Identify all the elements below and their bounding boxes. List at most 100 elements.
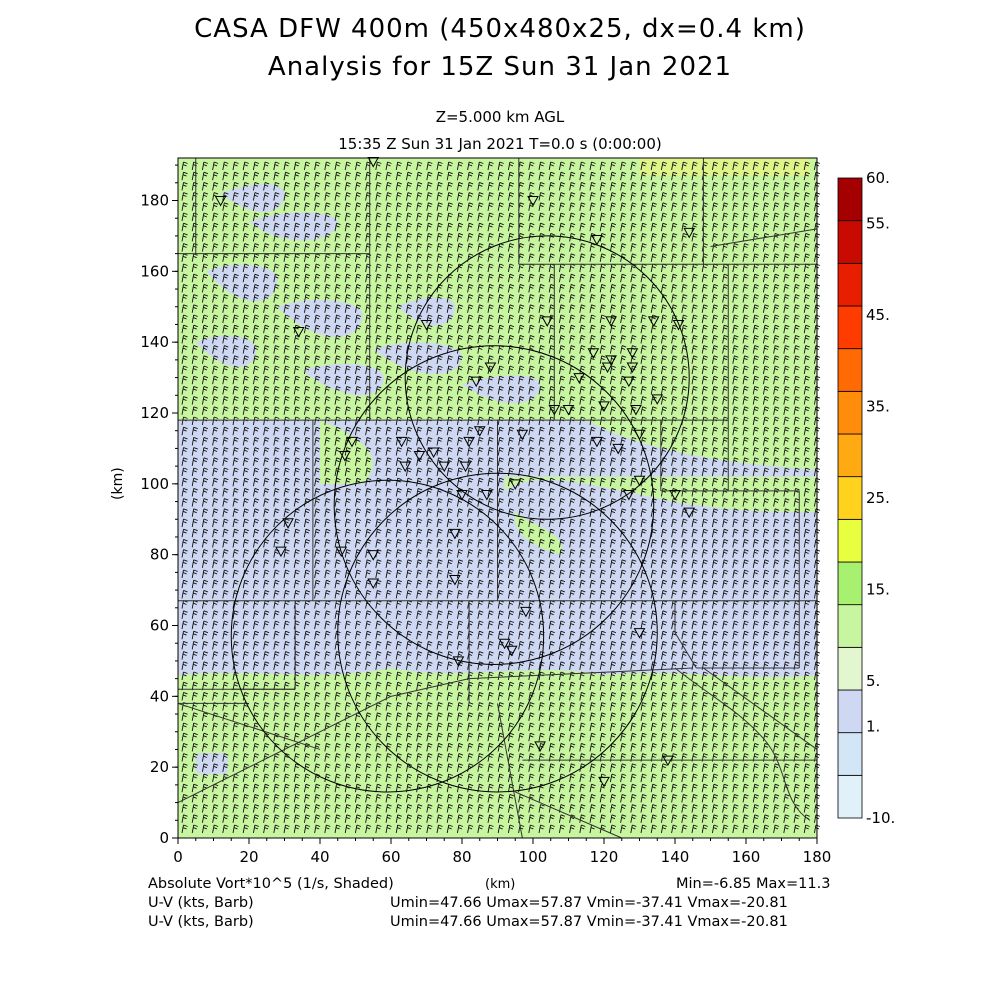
wind-barb [660,661,668,670]
wind-barb [599,732,606,742]
wind-barb [395,702,402,711]
wind-barb [365,763,372,772]
wind-barb [456,651,464,660]
wind-barb [354,630,362,640]
wind-barb [660,783,668,793]
wind-barb [201,804,209,813]
wind-barb [671,691,678,701]
wind-barb [191,824,198,834]
wind-barb [671,661,678,670]
wind-barb [181,661,188,670]
wind-barb [518,691,525,701]
wind-barb [385,732,392,742]
wind-barb [650,732,657,742]
wind-barb [477,722,484,732]
wind-barb [660,742,668,752]
wind-barb [354,763,362,772]
wind-barb [711,793,719,803]
wind-barb [752,610,759,619]
wind-barb [528,732,535,742]
colorbar-label: 25. [866,489,890,507]
wind-barb [242,630,249,640]
wind-barb [293,753,300,762]
wind-barb [701,732,708,742]
wind-stats-1: Umin=47.66 Umax=57.87 Vmin=-37.41 Vmax=-… [390,895,788,911]
wind-barb [467,793,474,803]
wind-barb [579,742,586,752]
wind-barb [589,804,596,813]
wind-barb [477,651,484,660]
wind-barb [436,742,443,752]
wind-barb [446,763,453,772]
wind-barb [507,722,515,732]
wind-barb [314,753,321,762]
wind-barb [283,793,290,803]
wind-barb [660,610,668,619]
wind-barb [436,824,443,834]
wind-barb [426,691,433,701]
wind-barb [201,640,209,650]
wind-barb [609,712,617,721]
wind-barb [589,793,596,803]
wind-barb [538,681,545,691]
wind-barb [579,722,586,732]
wind-barb [660,763,668,772]
wind-barb [242,804,249,813]
wind-barb [487,773,494,783]
wind-barb [569,691,576,701]
wind-barb [671,824,678,834]
wind-barb [589,814,596,823]
wind-barb [385,783,392,793]
wind-barb [446,722,453,732]
wind-barb [681,763,688,772]
wind-barb [528,640,535,650]
wind-barb [548,681,555,691]
wind-barb [385,671,392,681]
wind-barb [334,763,341,772]
wind-barb [446,753,453,762]
wind-barb [365,610,372,619]
wind-barb [354,651,362,660]
field-patch-blue [195,335,257,367]
wind-barb [507,671,515,681]
wind-barb [538,773,545,783]
wind-barb [569,763,576,772]
wind-barb [324,824,331,834]
wind-barb [416,742,423,752]
wind-barb [803,783,810,793]
wind-barb [456,742,464,752]
y-tick-label: 60 [150,617,169,635]
wind-barb [609,651,617,660]
wind-barb [314,681,321,691]
wind-barb [701,671,708,681]
wind-barb [599,742,606,752]
wind-barb [303,702,311,711]
wind-barb [232,824,239,834]
wind-barb [324,712,331,721]
wind-barb [538,763,545,772]
level-label: Z=5.000 km AGL [435,108,565,126]
wind-barb [722,742,729,752]
wind-barb [599,610,606,619]
wind-barb [681,793,688,803]
wind-barb [293,824,300,834]
wind-barb [263,722,270,732]
wind-barb [477,742,484,752]
wind-barb [793,742,800,752]
wind-barb [201,691,209,701]
wind-barb [660,640,668,650]
wind-barb [752,691,759,701]
wind-barb [365,804,372,813]
colorbar-swatch [837,732,863,776]
wind-barb [691,671,698,681]
wind-barb [569,702,576,711]
wind-barb [507,824,515,834]
wind-barb [416,671,423,681]
wind-barb [660,804,668,813]
wind-barb [620,732,627,742]
wind-barb [252,783,260,793]
wind-barb [405,610,413,619]
wind-barb [528,620,535,630]
wind-barb [681,620,688,630]
y-tick-label: 20 [150,758,169,776]
